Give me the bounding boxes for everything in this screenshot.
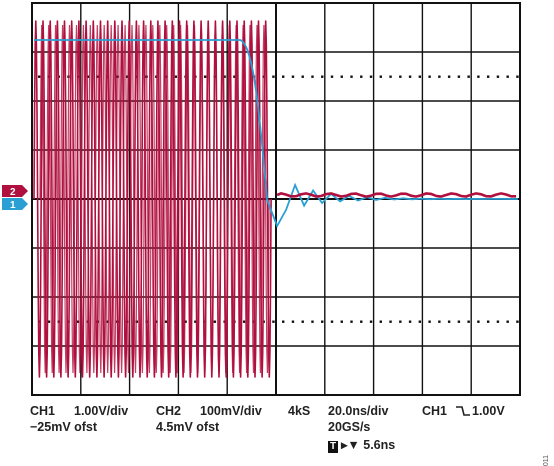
grid-dot: [467, 320, 470, 323]
timebase: 20.0ns/div: [328, 404, 389, 418]
grid-dot: [291, 320, 295, 323]
ch1-trace: [34, 39, 519, 229]
trigger-source: CH1: [422, 404, 448, 418]
grid-dot: [477, 75, 480, 78]
grid-dot: [291, 75, 295, 78]
grid-dot: [389, 320, 392, 323]
grid-dot: [399, 320, 402, 323]
sample-rate: 20GS/s: [328, 420, 371, 434]
grid-dot: [516, 320, 519, 323]
grid-dot: [213, 320, 217, 323]
grid-dot: [282, 75, 285, 78]
grid-dot: [125, 75, 129, 78]
grid-dot: [486, 75, 490, 78]
grid-dot: [272, 320, 275, 323]
grid-dot: [301, 320, 304, 323]
grid-dot: [340, 320, 343, 323]
grid-dot: [447, 75, 451, 78]
falling-edge-icon: [455, 405, 471, 420]
grid-dot: [272, 75, 275, 78]
trigger-level: 1.00V: [472, 404, 505, 418]
grid-dot: [360, 75, 363, 78]
ch2-burst-trace: [33, 20, 272, 378]
grid-dot: [223, 75, 226, 78]
waveform-traces: [33, 20, 519, 378]
ch2-offset: 4.5mV ofst: [156, 420, 220, 434]
oscilloscope-display: 2 1: [2, 2, 521, 396]
grid-dot: [457, 320, 461, 323]
grid-dot: [350, 75, 353, 78]
grid-dot: [321, 320, 324, 323]
grid-dot: [496, 75, 500, 78]
grid-dot: [516, 75, 519, 78]
ch1-offset: −25mV ofst: [30, 420, 98, 434]
grid-dot: [467, 75, 470, 78]
grid-dot: [457, 75, 461, 78]
trigger-position-group: T ▸▼ 5.6ns: [328, 437, 395, 453]
grid-dot: [311, 75, 314, 78]
grid-dot: [301, 75, 304, 78]
grid-dot: [155, 320, 158, 323]
trigger-position: 5.6ns: [363, 438, 396, 452]
grid-dot: [506, 75, 509, 78]
grid-dot: [438, 320, 441, 323]
grid-dot: [106, 320, 109, 323]
grid-dot: [340, 75, 343, 78]
ch2-label: CH2: [156, 404, 182, 418]
grid-dot: [447, 320, 451, 323]
grid-dot: [262, 75, 265, 78]
grid-dot: [282, 320, 285, 323]
grid-dot: [77, 320, 80, 323]
grid-dot: [350, 320, 353, 323]
grid-dot: [184, 320, 187, 323]
grid-dot: [477, 320, 480, 323]
grid-dot: [311, 320, 314, 323]
ch2-marker-label: 2: [10, 187, 16, 198]
grid-dot: [418, 75, 422, 78]
ch2-scale: 100mV/div: [200, 404, 262, 418]
grid-dot: [242, 320, 246, 323]
grid-dot: [389, 75, 392, 78]
grid-dot: [233, 75, 236, 78]
grid-dot: [369, 320, 373, 323]
grid-dot: [47, 320, 51, 323]
grid-dot: [506, 320, 509, 323]
grid-dot: [330, 75, 334, 78]
grid-dot: [194, 320, 197, 323]
ch2-settled-trace: [276, 192, 517, 198]
grid-dot: [428, 320, 431, 323]
grid-dot: [330, 320, 334, 323]
grid-dot: [38, 75, 41, 78]
grid-dot: [203, 75, 207, 78]
grid-dot: [408, 320, 412, 323]
grid-dot: [164, 320, 168, 323]
grid-dot: [496, 320, 500, 323]
grid-dot: [86, 75, 90, 78]
grid-dot: [379, 320, 382, 323]
channel-markers: 2 1: [2, 185, 28, 211]
grid-dot: [321, 75, 324, 78]
grid-dot: [428, 75, 431, 78]
grid-dot: [379, 75, 382, 78]
grid-dot: [486, 320, 490, 323]
ch1-marker-shape: [2, 198, 28, 210]
ch2-burst-trace-persist: [39, 24, 270, 374]
grid-dot: [408, 75, 412, 78]
ch2-marker-shape: [2, 185, 28, 197]
trigger-badge: T: [328, 441, 339, 453]
record-length: 4kS: [288, 404, 311, 418]
trigger-position-marker: ▸▼: [341, 438, 360, 452]
ch1-scale: 1.00V/div: [74, 404, 129, 418]
grid-dot: [369, 75, 373, 78]
ch1-label: CH1: [30, 404, 56, 418]
grid-dot: [399, 75, 402, 78]
grid-dot: [360, 320, 363, 323]
grid-dot: [174, 75, 178, 78]
grid-dot: [438, 75, 441, 78]
ch1-marker-label: 1: [10, 200, 16, 211]
grid-dot: [418, 320, 422, 323]
